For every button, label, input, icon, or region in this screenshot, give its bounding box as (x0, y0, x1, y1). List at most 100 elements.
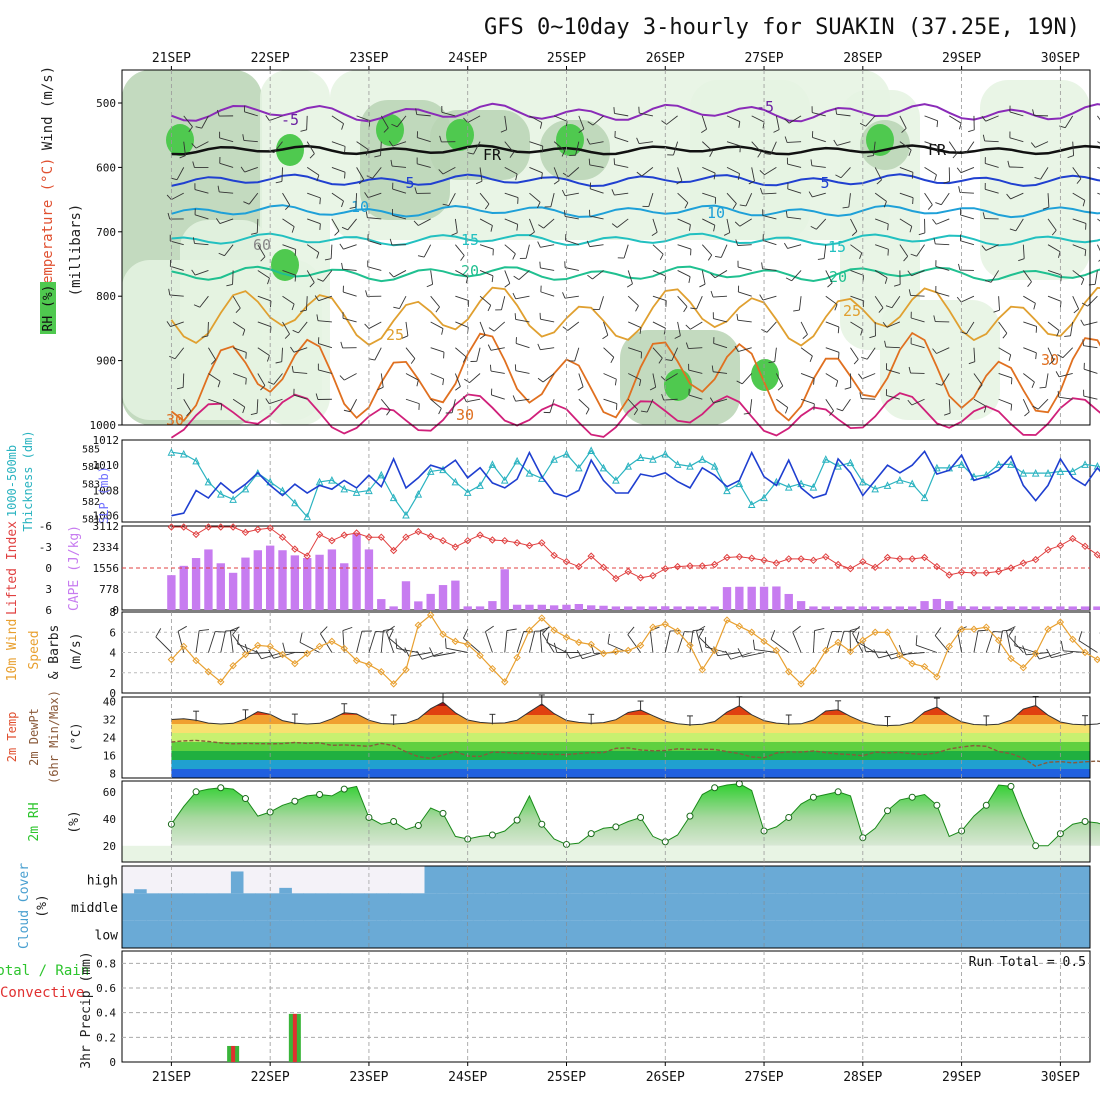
wind-barb (455, 386, 461, 391)
lifted-index-point (1056, 541, 1065, 550)
wind-barb (501, 296, 506, 310)
wind-barb (467, 152, 474, 155)
cloud-cell (230, 871, 244, 894)
wind10-barb (607, 633, 610, 644)
date-label-top: 29SEP (942, 51, 981, 66)
cape-bar (611, 606, 621, 610)
cloud-cell (194, 920, 208, 948)
cloud-cell (860, 893, 873, 921)
wind-barb (392, 214, 407, 220)
cape-bar (661, 606, 670, 610)
wind-barb (690, 321, 703, 330)
wind10-barb (380, 630, 384, 653)
cape-bar (1006, 606, 1016, 610)
wind-barb (677, 321, 681, 336)
cloud-cell (472, 866, 486, 894)
lifted-index-point (464, 536, 472, 545)
wind-barb (426, 283, 433, 288)
precip-axis-label: Convective (0, 985, 84, 1001)
wind-barb (677, 244, 692, 250)
wind-barb (219, 162, 234, 168)
rh-shading (122, 260, 322, 420)
wind-barb (380, 141, 382, 156)
cape-bar (352, 533, 361, 610)
wind-barb (1057, 354, 1064, 359)
wind-barb (307, 218, 321, 225)
wind-tick-label: 0 (109, 687, 116, 700)
wind-barb (701, 128, 707, 134)
cape-bar (969, 606, 979, 610)
thickness-point (575, 463, 583, 472)
thickness-point (488, 460, 497, 468)
wind-barb (367, 266, 382, 271)
wind10-barb (915, 635, 918, 646)
wind-barb (734, 221, 741, 227)
wind-barb (257, 321, 272, 328)
wind-barb (334, 230, 340, 236)
wind-barb (713, 318, 728, 323)
wind-speed-point (414, 621, 423, 629)
wind-barb (749, 399, 753, 414)
wind-barb (652, 347, 663, 359)
date-label-bottom: 30SEP (1041, 1070, 1080, 1085)
lifted-index-point (710, 560, 719, 569)
temp-frame (121, 696, 1091, 779)
wind-barb (179, 155, 186, 159)
wind-barb (567, 321, 580, 331)
wind-barb (574, 347, 580, 362)
cloud-cell (545, 920, 559, 948)
thickness-point (562, 449, 571, 458)
wind-barb (943, 180, 950, 184)
wind-barb (674, 335, 681, 339)
li-tick-label: 0 (45, 562, 52, 575)
cloud-cell (412, 893, 425, 921)
wind-barb (562, 326, 569, 331)
wind-speed-point (1044, 625, 1052, 633)
thickness-point (821, 455, 830, 463)
wind-barb (886, 369, 900, 374)
wind10-barb (1026, 652, 1049, 656)
wind-barb (537, 343, 541, 350)
wind-barb (934, 174, 937, 181)
wind-barb (240, 166, 245, 173)
wind-speed-point (760, 637, 768, 646)
wind-barb (1015, 218, 1024, 232)
lifted-index-point (241, 528, 250, 537)
wind-barb (309, 153, 315, 159)
lifted-index-point (328, 536, 336, 545)
precip-tick-label: 0.2 (96, 1031, 116, 1044)
wind-barb (918, 232, 925, 236)
wind-barb (837, 326, 840, 334)
wind-speed-point (710, 646, 719, 655)
wind-barb (685, 342, 689, 349)
wind-barb (170, 321, 184, 328)
cape-bar (414, 601, 423, 610)
wind-barb (878, 307, 884, 313)
precip-frame (121, 950, 1091, 1063)
wind-barb (785, 210, 788, 218)
wind-barb (380, 373, 384, 388)
wind-barb (1084, 249, 1087, 257)
wind-barb (504, 167, 518, 175)
wind-barb (306, 115, 308, 130)
cloud-cell (351, 920, 365, 948)
wind-barb (516, 224, 519, 231)
cloud-cell (727, 893, 740, 921)
wind-barb (775, 373, 784, 387)
cloud-cell (206, 893, 220, 921)
cloud-cell (775, 866, 788, 894)
wind-barb (430, 270, 434, 285)
rh-legend-swatch (40, 282, 56, 334)
rh-area (171, 783, 1100, 846)
wind-barb (242, 134, 245, 141)
wind-barb (689, 224, 691, 231)
cloud-cell (956, 920, 970, 948)
wind-speed-point (488, 664, 497, 673)
wind10-barb (698, 628, 705, 638)
lifted-index-point (476, 531, 484, 539)
wind-barb (810, 159, 813, 166)
wind-barb (968, 129, 975, 133)
lifted-index-point (834, 560, 842, 569)
cloud-cell (981, 920, 994, 948)
